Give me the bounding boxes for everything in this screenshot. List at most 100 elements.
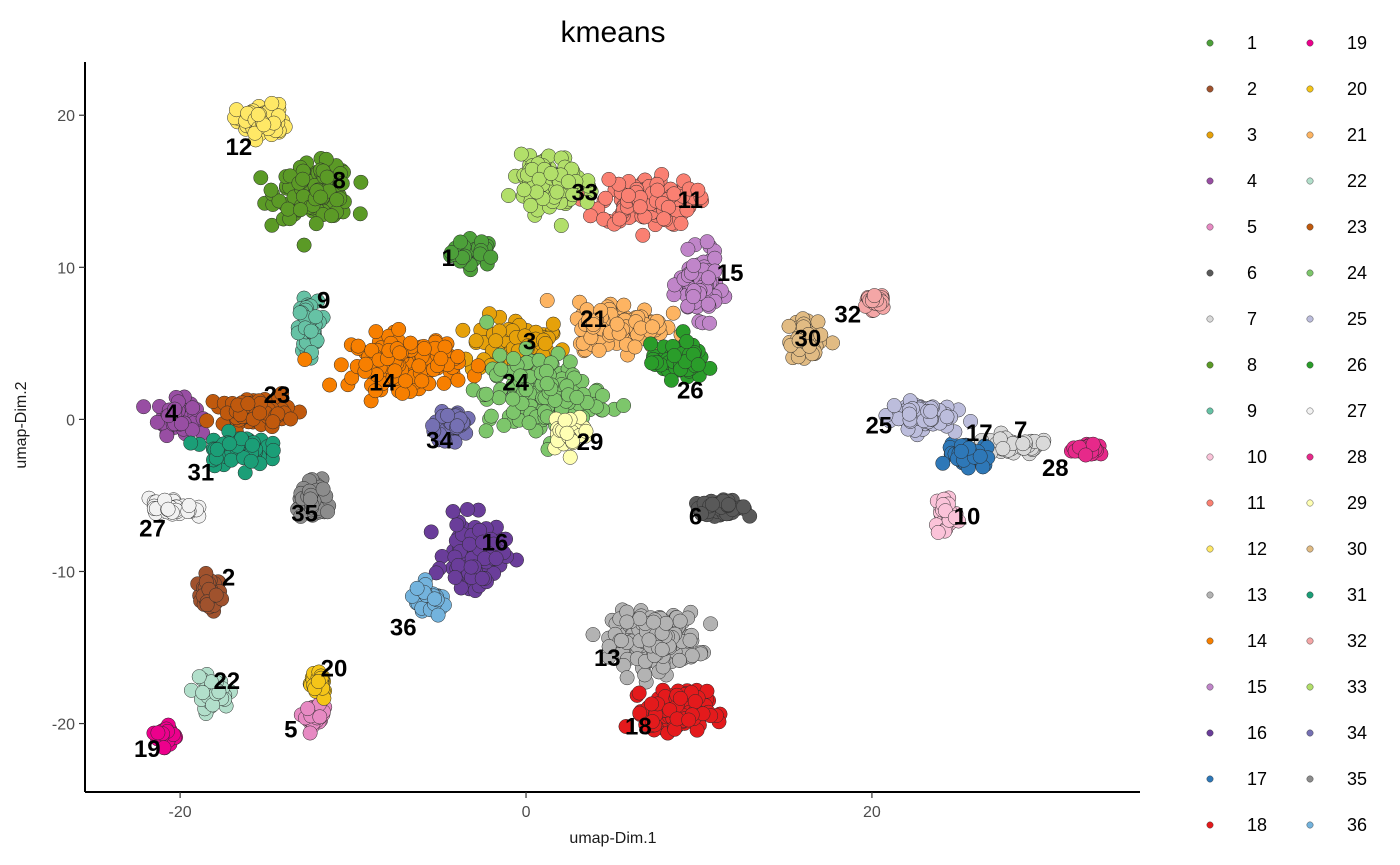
data-point bbox=[513, 146, 529, 162]
cluster-label-2: 2 bbox=[222, 564, 235, 591]
legend-swatch bbox=[1206, 453, 1214, 461]
data-point bbox=[616, 297, 632, 313]
data-point bbox=[736, 499, 752, 515]
data-point bbox=[545, 316, 561, 332]
legend-item-17: 17 bbox=[1206, 769, 1267, 789]
cluster-10-points bbox=[929, 490, 966, 540]
data-point bbox=[654, 642, 670, 657]
data-point bbox=[150, 725, 166, 741]
data-point bbox=[443, 245, 459, 261]
data-point bbox=[463, 559, 479, 575]
data-point bbox=[149, 414, 165, 430]
data-point bbox=[995, 441, 1011, 457]
data-point bbox=[496, 417, 512, 433]
cluster-label-30: 30 bbox=[795, 326, 822, 353]
legend-label: 11 bbox=[1247, 493, 1266, 513]
cluster-label-5: 5 bbox=[284, 717, 297, 744]
data-point bbox=[452, 234, 468, 250]
data-point bbox=[492, 347, 508, 363]
data-point bbox=[549, 184, 565, 200]
chart-title: kmeans bbox=[560, 16, 665, 49]
data-point bbox=[631, 685, 647, 701]
data-point bbox=[434, 548, 450, 564]
data-point bbox=[222, 436, 237, 452]
data-point bbox=[553, 218, 569, 233]
legend-label: 27 bbox=[1347, 401, 1367, 421]
legend-item-33: 33 bbox=[1306, 677, 1367, 697]
data-point bbox=[329, 192, 345, 208]
data-point bbox=[632, 611, 648, 627]
data-point bbox=[253, 170, 269, 186]
data-point bbox=[483, 249, 499, 265]
legend-swatch bbox=[1306, 821, 1314, 829]
data-point bbox=[488, 333, 504, 349]
legend-swatch bbox=[1306, 85, 1314, 93]
cluster-13-points bbox=[585, 602, 719, 690]
data-point bbox=[693, 506, 709, 522]
data-point bbox=[300, 701, 316, 717]
legend-label: 26 bbox=[1347, 355, 1367, 375]
legend-label: 32 bbox=[1347, 631, 1367, 651]
data-point bbox=[521, 415, 537, 431]
cluster-17-points bbox=[935, 436, 996, 476]
data-point bbox=[866, 288, 882, 304]
legend-label: 36 bbox=[1347, 815, 1367, 835]
data-point bbox=[501, 188, 516, 203]
data-point bbox=[478, 423, 494, 439]
cluster-23-points bbox=[199, 386, 307, 440]
data-point bbox=[637, 667, 653, 683]
data-point bbox=[320, 504, 336, 520]
data-point bbox=[641, 632, 657, 648]
data-point bbox=[901, 406, 917, 422]
legend-swatch bbox=[1206, 177, 1214, 185]
cluster-32-points bbox=[858, 288, 891, 319]
data-point bbox=[310, 674, 326, 689]
cluster-label-18: 18 bbox=[625, 713, 652, 740]
data-point bbox=[322, 377, 338, 393]
data-point bbox=[303, 323, 319, 339]
legend-label: 4 bbox=[1247, 171, 1257, 191]
data-point bbox=[972, 448, 988, 464]
legend-swatch bbox=[1206, 85, 1214, 93]
legend-item-16: 16 bbox=[1206, 723, 1267, 743]
data-point bbox=[430, 607, 446, 623]
legend-swatch bbox=[1306, 177, 1314, 185]
legend-label: 2 bbox=[1247, 79, 1257, 99]
data-point bbox=[953, 443, 969, 459]
data-point bbox=[643, 336, 659, 352]
legend-swatch bbox=[1306, 407, 1314, 415]
y-axis-title: umap-Dim.2 bbox=[13, 381, 30, 468]
legend-item-26: 26 bbox=[1306, 355, 1367, 375]
cluster-label-1: 1 bbox=[442, 245, 455, 272]
cluster-21-points bbox=[539, 293, 691, 363]
data-point bbox=[350, 338, 366, 354]
cluster-label-36: 36 bbox=[390, 615, 417, 642]
data-point bbox=[703, 616, 719, 632]
legend-item-34: 34 bbox=[1306, 723, 1367, 743]
legend-label: 17 bbox=[1247, 769, 1267, 789]
data-point bbox=[539, 293, 555, 308]
cluster-label-6: 6 bbox=[689, 504, 702, 531]
data-point bbox=[433, 351, 449, 367]
cluster-8-points bbox=[253, 151, 369, 253]
data-point bbox=[308, 309, 324, 325]
data-point bbox=[658, 615, 674, 631]
data-point bbox=[167, 401, 183, 417]
legend-swatch bbox=[1306, 223, 1314, 231]
legend-label: 12 bbox=[1247, 539, 1267, 559]
cluster-label-34: 34 bbox=[426, 428, 453, 455]
legend-label: 25 bbox=[1347, 309, 1367, 329]
data-point bbox=[387, 363, 403, 379]
legend-swatch bbox=[1306, 269, 1314, 277]
data-point bbox=[616, 398, 632, 413]
legend-item-29: 29 bbox=[1306, 493, 1367, 513]
data-point bbox=[613, 633, 629, 648]
data-point bbox=[333, 357, 349, 373]
legend-item-21: 21 bbox=[1306, 125, 1367, 145]
cluster-5-points bbox=[293, 696, 333, 741]
cluster-label-10: 10 bbox=[954, 504, 981, 531]
data-point bbox=[183, 435, 199, 451]
legend-item-27: 27 bbox=[1306, 401, 1367, 421]
data-point bbox=[250, 107, 266, 123]
cluster-label-3: 3 bbox=[523, 329, 536, 356]
